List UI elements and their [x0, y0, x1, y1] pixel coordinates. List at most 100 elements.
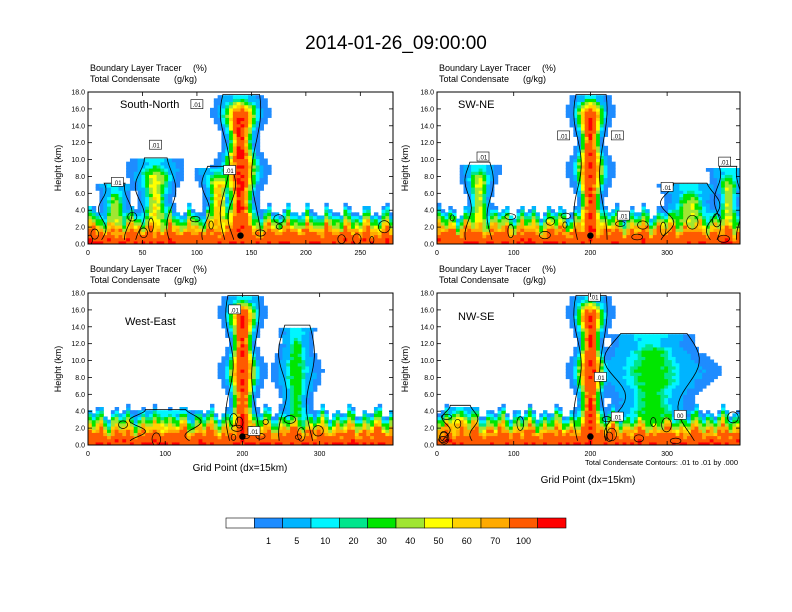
heatmap-cell [240, 187, 245, 191]
heatmap-cell [599, 209, 605, 213]
heatmap-cell [301, 350, 306, 354]
heatmap-cell [187, 240, 192, 244]
heatmap-cell [717, 190, 722, 194]
heatmap-cell [202, 190, 207, 194]
heatmap-cell [535, 240, 540, 244]
heatmap-cell [255, 315, 261, 319]
heatmap-cell [516, 215, 521, 220]
heatmap-cell [221, 123, 226, 128]
heatmap-cell [271, 231, 276, 236]
heatmap-cell [366, 429, 371, 433]
heatmap-cell [736, 231, 740, 236]
heatmap-cell [263, 225, 268, 229]
heatmap-cell [175, 218, 181, 223]
heatmap-cell [240, 212, 245, 217]
heatmap-cell [690, 183, 696, 188]
heatmap-cell [694, 218, 699, 223]
heatmap-cell [190, 413, 196, 418]
heatmap-cell [493, 237, 499, 242]
heatmap-cell [236, 334, 242, 338]
heatmap-cell [175, 171, 181, 175]
heatmap-cell [305, 353, 310, 357]
heatmap-cell [103, 199, 108, 204]
heatmap-cell [217, 426, 223, 430]
heatmap-cell [206, 416, 211, 421]
heatmap-cell [389, 218, 393, 223]
heatmap-cell [229, 324, 234, 329]
heatmap-cell [171, 174, 177, 179]
heatmap-cell [373, 416, 379, 421]
heatmap-cell [259, 180, 264, 185]
heatmap-cell [129, 158, 135, 163]
heatmap-cell [373, 212, 379, 217]
contour-line [201, 165, 237, 240]
heatmap-cell [486, 240, 491, 244]
heatmap-cell [240, 296, 245, 300]
heatmap-cell [263, 234, 268, 239]
heatmap-cell [129, 215, 135, 220]
heatmap-cell [168, 240, 173, 244]
heatmap-cell [240, 375, 245, 380]
heatmap-cell [301, 438, 306, 443]
heatmap-cell [221, 432, 226, 437]
heatmap-cell [293, 356, 299, 361]
heatmap-cell [347, 225, 352, 229]
heatmap-cell [717, 237, 722, 242]
heatmap-cell [274, 240, 280, 244]
heatmap-cell [194, 215, 200, 220]
heatmap-cell [278, 403, 284, 408]
heatmap-cell [133, 231, 139, 236]
heatmap-cell [478, 240, 484, 244]
heatmap-cell [683, 225, 688, 229]
heatmap-cell [584, 225, 590, 229]
heatmap-cell [244, 331, 249, 335]
heatmap-cell [603, 111, 609, 115]
heatmap-cell [649, 234, 654, 239]
heatmap-cell [198, 171, 203, 175]
heatmap-cell [558, 225, 563, 229]
heatmap-cell [263, 174, 268, 179]
heatmap-cell [286, 350, 291, 354]
heatmap-cell [732, 215, 737, 220]
heatmap-cell [171, 422, 177, 427]
heatmap-cell [370, 426, 375, 430]
heatmap-cell [301, 240, 306, 244]
heatmap-cell [508, 221, 514, 226]
heatmap-cell [573, 107, 578, 112]
heatmap-cell [305, 237, 310, 242]
heatmap-cell [448, 215, 453, 220]
heatmap-cell [297, 218, 303, 223]
heatmap-cell [437, 202, 442, 207]
heatmap-cell [248, 340, 253, 345]
heatmap-cell [267, 410, 272, 414]
heatmap-cell [91, 212, 97, 217]
heatmap-cell [198, 212, 203, 217]
heatmap-cell [236, 228, 242, 232]
heatmap-cell [328, 240, 333, 244]
heatmap-cell [210, 407, 215, 411]
heatmap-cell [213, 237, 219, 242]
heatmap-cell [301, 212, 306, 217]
heatmap-cell [645, 218, 650, 223]
heatmap-cell [126, 183, 131, 188]
heatmap-cell [137, 177, 142, 182]
heatmap-cell [229, 432, 234, 437]
heatmap-cell [229, 372, 234, 376]
heatmap-cell [309, 388, 314, 392]
heatmap-cell [694, 196, 699, 201]
heatmap-cell [343, 435, 348, 440]
heatmap-cell [732, 209, 737, 213]
heatmap-cell [656, 234, 662, 239]
contour-line [273, 214, 285, 224]
heatmap-cell [251, 202, 257, 207]
heatmap-cell [705, 199, 711, 204]
heatmap-cell [580, 126, 586, 131]
heatmap-cell [389, 419, 393, 424]
heatmap-cell [240, 413, 245, 418]
heatmap-cell [145, 432, 150, 437]
heatmap-cell [370, 225, 375, 229]
heatmap-cell [467, 240, 472, 244]
heatmap-cell [225, 101, 230, 106]
heatmap-cell [240, 199, 245, 204]
heatmap-cell [133, 429, 139, 433]
